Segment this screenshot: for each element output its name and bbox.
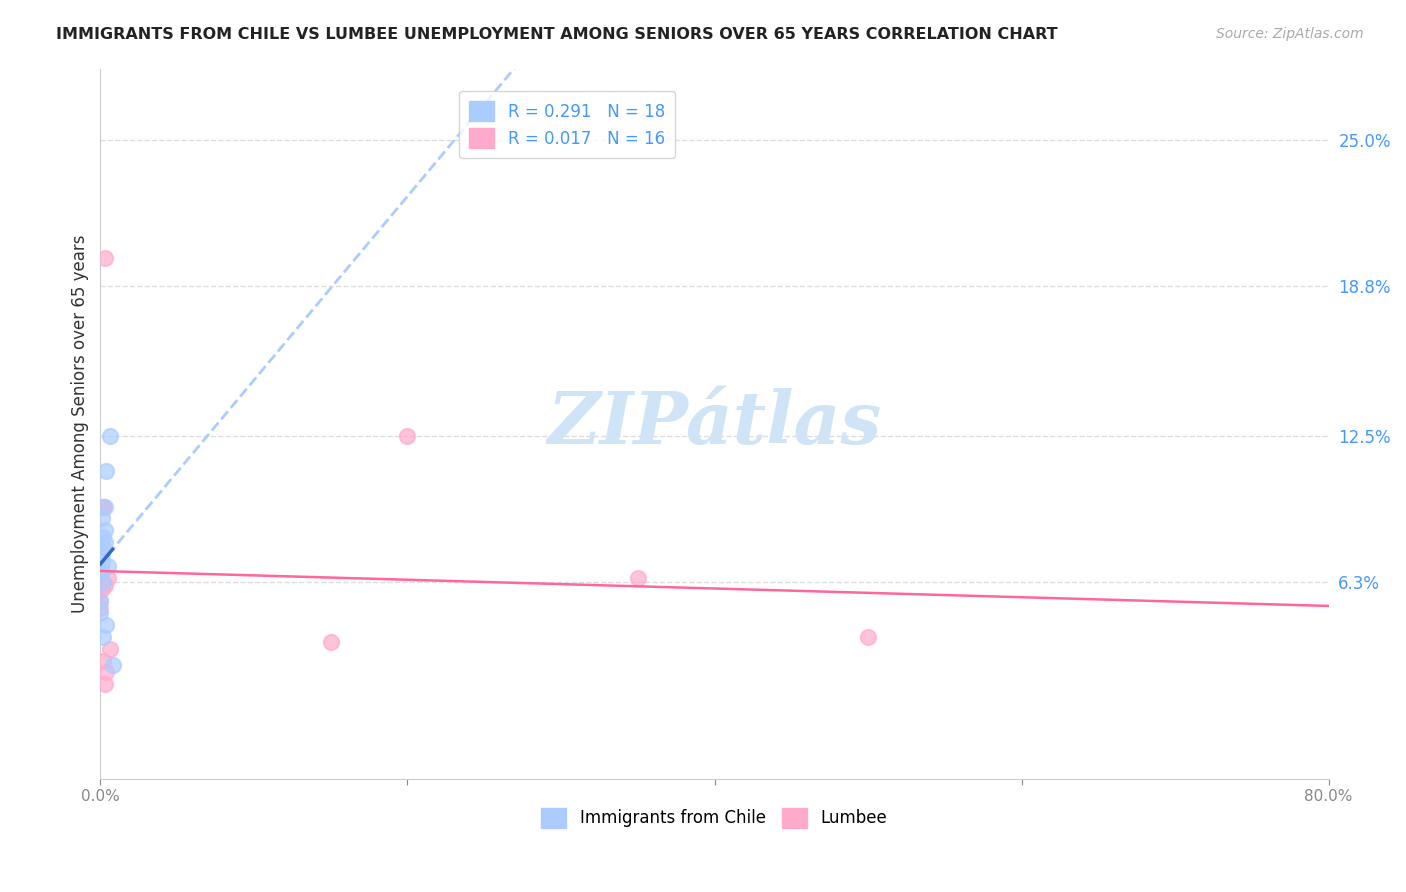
Point: [90, 511, 112, 525]
Point: [90, 554, 112, 568]
Point: [90, 547, 112, 561]
Point: [96, 665, 118, 680]
Point: [90, 564, 112, 578]
Point: [319, 634, 342, 648]
Point: [89, 594, 111, 608]
Point: [98, 641, 121, 656]
Point: [94, 535, 117, 549]
Point: [396, 428, 419, 442]
Point: [101, 658, 124, 673]
Point: [93, 630, 115, 644]
Point: [96, 618, 118, 632]
Point: [89, 594, 111, 608]
Point: [93, 540, 115, 554]
Point: [89, 601, 111, 615]
Point: [96, 464, 118, 478]
Point: [90, 582, 112, 597]
Point: [856, 630, 879, 644]
Legend: Immigrants from Chile, Lumbee: Immigrants from Chile, Lumbee: [534, 801, 894, 835]
Point: [89, 606, 111, 620]
Point: [94, 251, 117, 265]
Point: [93, 500, 115, 514]
Point: [94, 578, 117, 592]
Point: [94, 500, 117, 514]
Point: [98, 428, 121, 442]
Y-axis label: Unemployment Among Seniors over 65 years: Unemployment Among Seniors over 65 years: [72, 235, 89, 613]
Point: [93, 500, 115, 514]
Point: [627, 571, 650, 585]
Point: [94, 523, 117, 537]
Text: IMMIGRANTS FROM CHILE VS LUMBEE UNEMPLOYMENT AMONG SENIORS OVER 65 YEARS CORRELA: IMMIGRANTS FROM CHILE VS LUMBEE UNEMPLOY…: [56, 27, 1057, 42]
Point: [97, 571, 120, 585]
Point: [93, 575, 115, 590]
Point: [94, 677, 117, 691]
Text: ZIPátlas: ZIPátlas: [547, 388, 882, 459]
Point: [93, 530, 115, 544]
Point: [93, 653, 115, 667]
Point: [97, 558, 120, 573]
Text: Source: ZipAtlas.com: Source: ZipAtlas.com: [1216, 27, 1364, 41]
